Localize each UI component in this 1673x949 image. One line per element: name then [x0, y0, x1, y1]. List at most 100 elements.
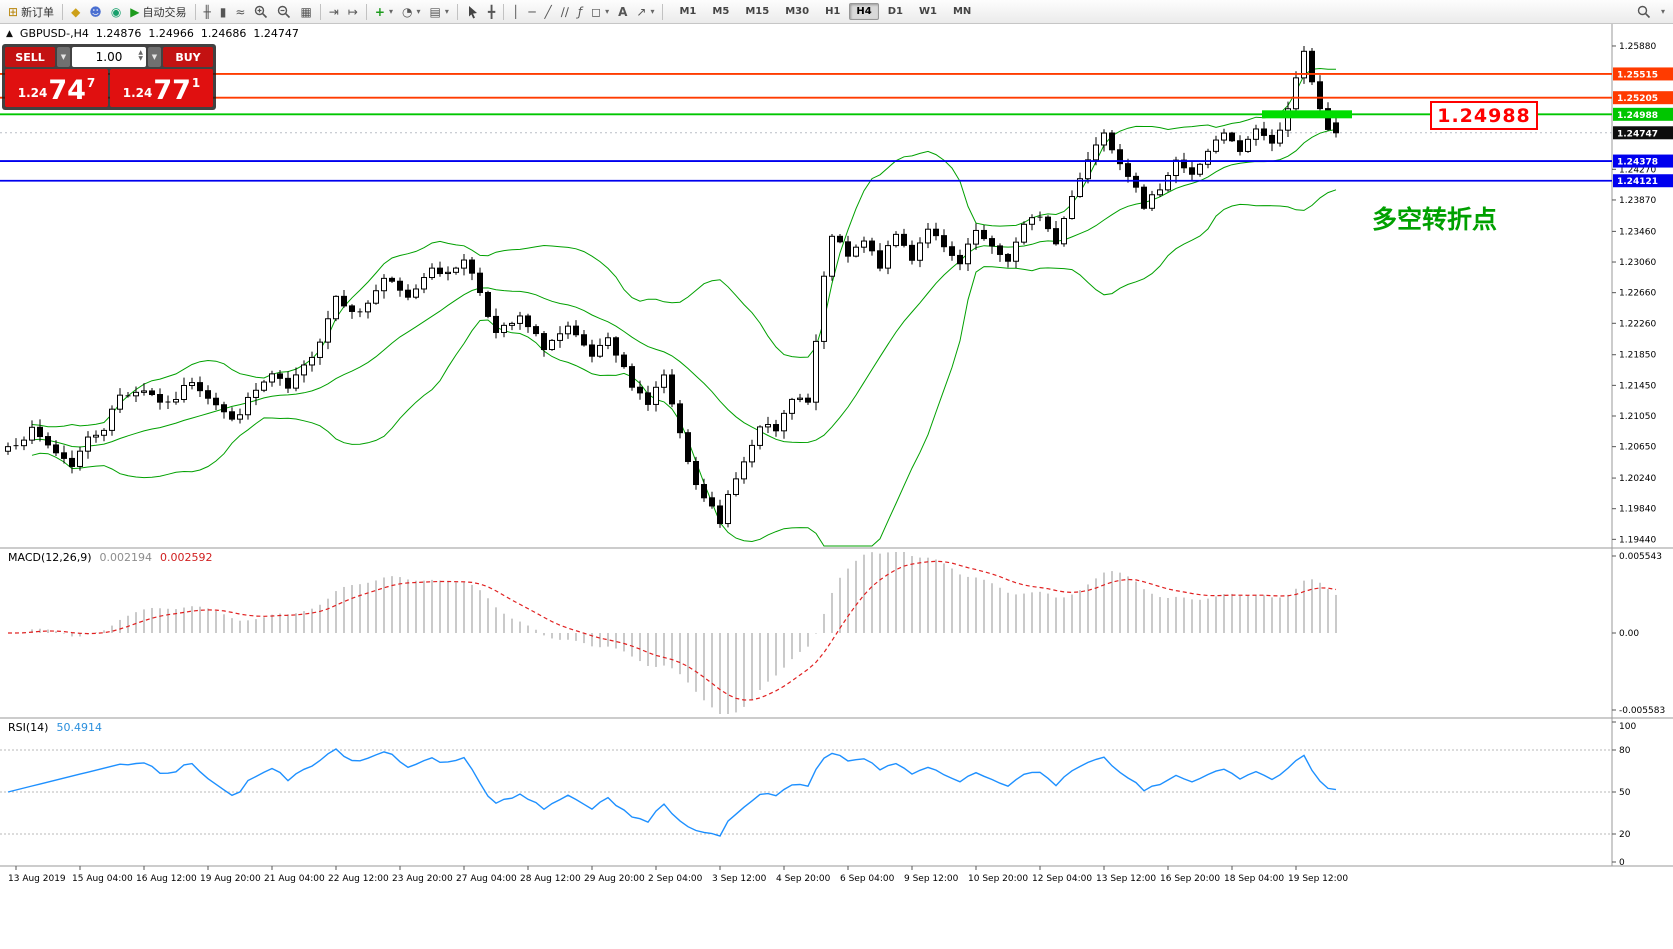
ohlc-high: 1.24966 [148, 27, 194, 40]
timeframe-button-M30[interactable]: M30 [785, 6, 810, 17]
svg-text:-0.005583: -0.005583 [1619, 706, 1665, 716]
toolbar-separator [662, 3, 664, 20]
chevron-down-icon: ▾ [1660, 7, 1665, 16]
ohlc-open: 1.24876 [95, 27, 142, 40]
indicators-button[interactable]: + ▾ [371, 2, 397, 22]
search-icon [1637, 5, 1651, 18]
periods-button[interactable]: ◔ ▾ [398, 2, 425, 22]
arrows-icon: ↗ [636, 4, 647, 19]
chart-ohlc-title: ▲ GBPUSD-,H4 1.24876 1.24966 1.24686 1.2… [6, 27, 299, 40]
buy-dropdown[interactable]: ▼ [148, 47, 161, 67]
sell-price-display[interactable]: 1.24 74 7 [5, 69, 108, 107]
tile-windows-icon: ▦ [300, 4, 312, 19]
zoom-in-button[interactable] [250, 2, 272, 22]
timeframe-button-H4[interactable]: H4 [849, 3, 879, 20]
search-button[interactable] [1633, 2, 1655, 22]
sell-dropdown[interactable]: ▼ [57, 47, 70, 67]
svg-text:13 Sep 12:00: 13 Sep 12:00 [1096, 874, 1156, 884]
chevron-down-icon: ▾ [388, 7, 393, 16]
line-chart-icon: ≈ [235, 4, 246, 19]
svg-text:1.25205: 1.25205 [1617, 94, 1658, 104]
rsi-axis: 100 80 50 20 0 [1612, 721, 1636, 868]
timeframe-button-M15[interactable]: M15 [745, 6, 770, 17]
vertical-line-button[interactable]: │ [508, 2, 523, 22]
toolbar-separator [503, 3, 505, 20]
buy-price-display[interactable]: 1.24 77 1 [110, 69, 213, 107]
volume-input[interactable]: 1.00 ▲ ▼ [72, 47, 146, 67]
highlight-bar[interactable] [1262, 110, 1352, 119]
sell-button[interactable]: SELL [5, 47, 55, 67]
shapes-button[interactable]: ◻ ▾ [587, 2, 613, 22]
candlesticks-icon: ▮ [219, 4, 227, 19]
buy-button[interactable]: BUY [163, 47, 213, 67]
macd-name: MACD(12,26,9) [8, 551, 92, 564]
zoom-out-icon [278, 5, 291, 18]
volume-spinner[interactable]: ▲ ▼ [138, 50, 143, 62]
ohlc-low: 1.24686 [200, 27, 247, 40]
timeframe-button-D1[interactable]: D1 [887, 6, 903, 17]
community-button[interactable]: ◉ [107, 2, 125, 22]
one-click-collapse-icon[interactable]: ▲ [6, 28, 13, 39]
crosshair-button[interactable]: ╋ [484, 2, 499, 22]
volume-value: 1.00 [95, 50, 123, 64]
vertical-line-icon: │ [512, 4, 520, 19]
svg-text:23 Aug 20:00: 23 Aug 20:00 [392, 874, 453, 884]
svg-text:12 Sep 04:00: 12 Sep 04:00 [1032, 874, 1092, 884]
new-order-label: 新订单 [21, 5, 55, 19]
sell-price-sup: 7 [86, 76, 96, 90]
svg-text:1.24121: 1.24121 [1617, 177, 1658, 187]
auto-scroll-button[interactable]: ⇥ [325, 2, 343, 22]
level-lines [0, 73, 1612, 182]
svg-text:1.22260: 1.22260 [1619, 319, 1656, 329]
candlestick-chart-button[interactable]: ▮ [216, 2, 231, 22]
chevron-down-icon: ▾ [444, 7, 449, 16]
svg-text:2 Sep 04:00: 2 Sep 04:00 [648, 874, 703, 884]
line-chart-button[interactable]: ≈ [231, 2, 249, 22]
timeframe-button-MN[interactable]: MN [952, 6, 972, 17]
community-icon: ◉ [110, 4, 122, 19]
svg-text:1.24988: 1.24988 [1617, 111, 1658, 121]
text-button[interactable]: A [614, 2, 631, 22]
rsi-panel [0, 748, 1612, 837]
price-axis: 1.25880 1.24270 1.23870 1.23460 1.23060 1.226… [1612, 42, 1673, 545]
shapes-icon: ◻ [591, 4, 602, 19]
svg-text:15 Aug 04:00: 15 Aug 04:00 [72, 874, 133, 884]
chevron-down-icon: ▾ [416, 7, 421, 16]
text-icon: A [618, 4, 628, 19]
profiles-button[interactable]: ☻ [85, 2, 106, 22]
price-callout-box[interactable]: 1.24988 [1430, 101, 1538, 130]
ohlc-close: 1.24747 [253, 27, 299, 40]
horizontal-line-button[interactable]: ─ [524, 2, 539, 22]
annotation-text[interactable]: 多空转折点 [1372, 205, 1498, 234]
chart-shift-button[interactable]: ↦ [344, 2, 362, 22]
bars-icon: ╫ [203, 4, 211, 19]
trendline-button[interactable]: ╱ [541, 2, 556, 22]
svg-text:19 Aug 20:00: 19 Aug 20:00 [200, 874, 261, 884]
timeframe-button-M5[interactable]: M5 [712, 6, 730, 17]
new-order-button[interactable]: ⊞ 新订单 [4, 2, 58, 22]
autotrading-button[interactable]: ▶ 自动交易 [126, 2, 190, 22]
toolbar-overflow-button[interactable]: ▾ [1656, 2, 1669, 22]
zoom-out-button[interactable] [273, 2, 295, 22]
cursor-button[interactable] [462, 2, 483, 22]
tile-windows-button[interactable]: ▦ [296, 2, 315, 22]
timeframe-button-W1[interactable]: W1 [918, 6, 937, 17]
svg-text:1.22660: 1.22660 [1619, 289, 1656, 299]
svg-text:29 Aug 20:00: 29 Aug 20:00 [584, 874, 645, 884]
svg-text:1.19840: 1.19840 [1619, 505, 1656, 515]
channel-button[interactable]: ∕∕ [557, 2, 573, 22]
svg-text:27 Aug 04:00: 27 Aug 04:00 [456, 874, 517, 884]
svg-text:13 Aug 2019: 13 Aug 2019 [8, 874, 66, 884]
macd-axis: 0.005543 0.00 -0.005583 [1612, 552, 1665, 716]
chevron-down-icon: ▼ [151, 53, 158, 61]
chevron-down-icon: ▾ [605, 7, 610, 16]
bars-chart-button[interactable]: ╫ [200, 2, 215, 22]
templates-button[interactable]: ▤ ▾ [425, 2, 452, 22]
new-chart-button[interactable]: ◆ [67, 2, 84, 22]
fibonacci-button[interactable]: ƒ [574, 2, 586, 22]
timeframe-button-H1[interactable]: H1 [825, 6, 841, 17]
timeframe-button-M1[interactable]: M1 [679, 6, 697, 17]
arrows-button[interactable]: ↗ ▾ [632, 2, 658, 22]
toolbar-separator [319, 3, 321, 20]
